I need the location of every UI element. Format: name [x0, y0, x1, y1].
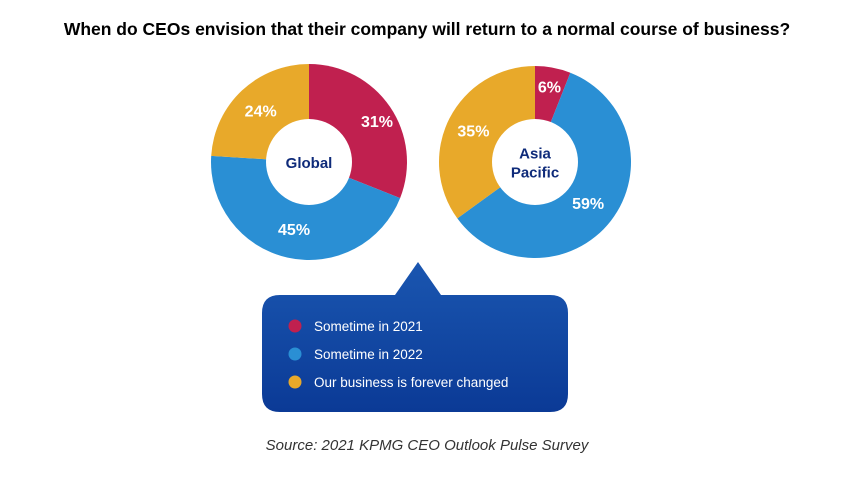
slice-value-label: 45% — [278, 222, 310, 239]
slice-value-label: 59% — [572, 196, 604, 213]
legend-swatch — [288, 347, 302, 361]
source-note: Source: 2021 KPMG CEO Outlook Pulse Surv… — [265, 437, 589, 454]
donut-asia-pacific: 6% 59% 35% Asia Pacific — [439, 66, 631, 258]
donut-center-label: Asia — [519, 146, 551, 163]
chart-title: When do CEOs envision that their company… — [63, 19, 791, 39]
legend-label: Our business is forever changed — [314, 375, 508, 390]
donut-global: 31% 45% 24% Global — [210, 64, 407, 261]
legend-callout-bubble — [262, 262, 568, 412]
slice-value-label: 35% — [457, 124, 489, 141]
donut-slice-sometime-in-2022 — [210, 155, 401, 261]
slice-value-label: 6% — [538, 80, 561, 97]
slice-value-label: 31% — [361, 114, 393, 131]
slice-value-label: 24% — [245, 104, 277, 121]
donut-center-label: Global — [286, 155, 333, 172]
legend-callout: Sometime in 2021 Sometime in 2022 Our busi… — [262, 262, 568, 412]
legend-swatch — [288, 375, 302, 389]
legend-label: Sometime in 2022 — [314, 347, 423, 362]
donut-center-label: Pacific — [511, 165, 559, 182]
legend-label: Sometime in 2021 — [314, 319, 423, 334]
donut-slice-our-business-is-forever-changed — [439, 66, 535, 219]
donut-hole — [266, 119, 352, 205]
donut-hole — [492, 119, 578, 205]
legend-swatch — [288, 319, 302, 333]
